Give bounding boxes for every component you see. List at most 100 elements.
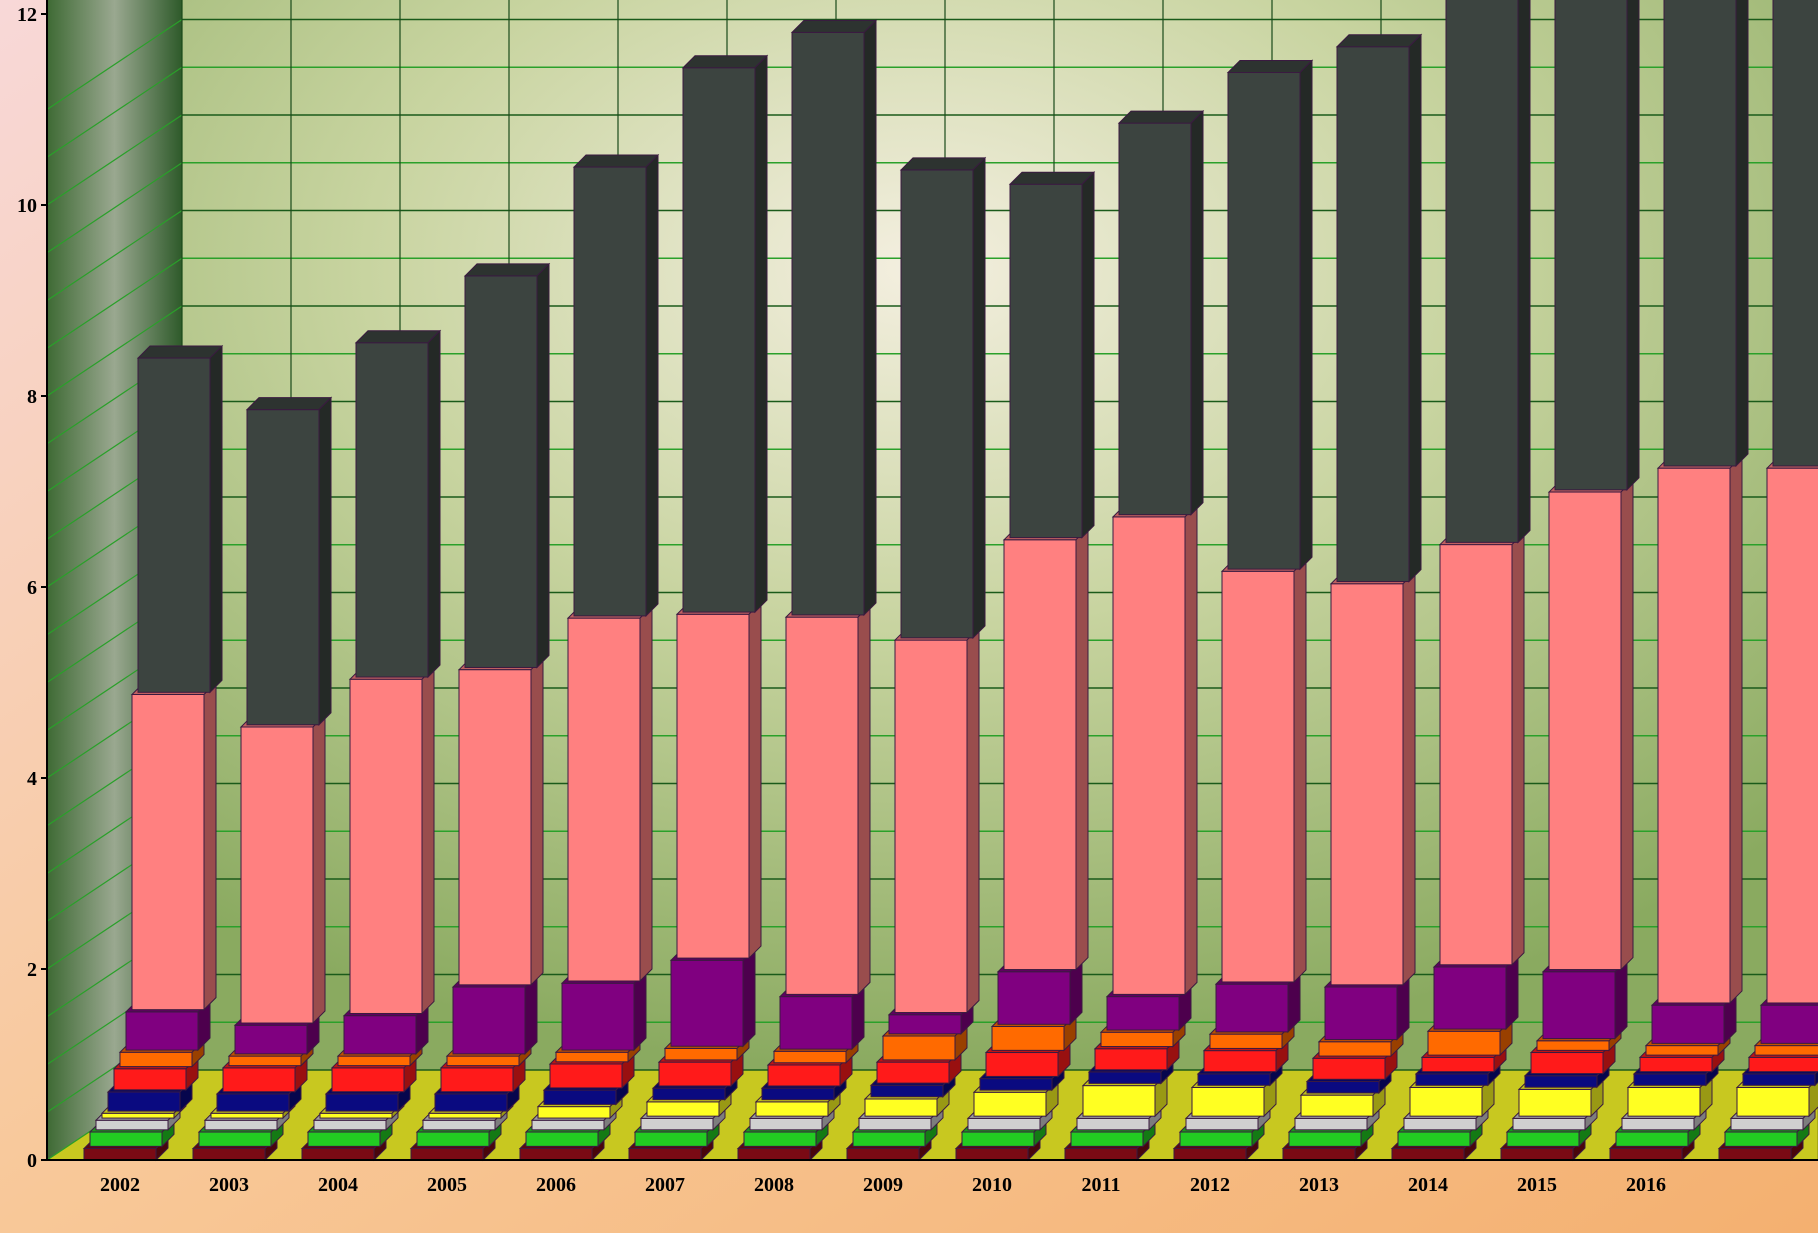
bar-front-2003 — [246, 409, 320, 726]
gridline-side — [46, 114, 183, 206]
axes: 0 2 4 6 8 10 12 2002 2003 2004 2005 2006 2007 2008 200… — [17, 0, 1818, 1196]
bar-front-2013 — [1336, 46, 1410, 583]
bar-top — [790, 19, 878, 33]
bar-front-2016 — [1742, 1073, 1816, 1086]
bar-front-2002 — [83, 1148, 157, 1161]
bar-side — [524, 973, 538, 1056]
bar-front-2009 — [900, 169, 974, 639]
bar-front-2008 — [749, 1117, 823, 1131]
bar-front-2016 — [1736, 1087, 1810, 1117]
bar-front-2009 — [858, 1117, 932, 1131]
bar-side — [1402, 570, 1416, 987]
bar-front-2011 — [1082, 1085, 1156, 1117]
bar-front-2014 — [1409, 1087, 1483, 1117]
bar-front-2010 — [955, 1148, 1029, 1161]
bar-front-2003 — [210, 1112, 284, 1119]
bar-front-2007 — [634, 1131, 708, 1147]
bar-top — [572, 154, 660, 168]
bar-front-2016 — [1615, 1131, 1689, 1147]
bar-front-2010 — [967, 1117, 1041, 1131]
bar-front-2003 — [216, 1093, 290, 1112]
gridline-side — [46, 66, 183, 158]
bar-front-2013 — [1288, 1131, 1362, 1147]
bar-top — [681, 55, 769, 69]
bar-front-2013 — [1306, 1080, 1380, 1094]
bar-front-2011 — [1064, 1148, 1138, 1161]
bar-front-2015 — [1530, 1052, 1604, 1075]
bar-side — [857, 603, 871, 996]
y-tick-label: 2 — [27, 959, 37, 981]
x-tick-label: 2010 — [972, 1174, 1012, 1196]
bar-front-2012 — [1173, 1148, 1247, 1161]
bar-side — [639, 604, 653, 983]
bar-front-2005 — [416, 1131, 490, 1147]
bar-front-2004 — [325, 1093, 399, 1112]
bar-front-2014 — [1427, 1030, 1501, 1056]
x-tick-label: 2014 — [1408, 1174, 1448, 1196]
bar-side — [633, 969, 647, 1052]
bar-front-2009 — [882, 1035, 956, 1061]
bar-side — [536, 262, 550, 669]
bar-side — [1517, 0, 1531, 544]
bar-front-2006 — [573, 166, 647, 617]
bar-front-2008 — [791, 31, 865, 616]
bar-front-2002 — [89, 1131, 163, 1147]
bar-front-2006 — [519, 1148, 593, 1161]
gridline-side — [46, 210, 183, 301]
bar-front-2008 — [755, 1101, 829, 1117]
bar-front-2016 — [1639, 1056, 1713, 1073]
bar-top — [1226, 60, 1314, 74]
x-tick-label: 2015 — [1517, 1174, 1557, 1196]
bar-front-2012 — [1227, 72, 1301, 570]
bar-side — [645, 153, 659, 618]
bar-front-2002 — [137, 357, 211, 693]
bar-front-2005 — [410, 1148, 484, 1161]
bar-front-2015 — [1518, 1088, 1592, 1117]
y-tick-label: 6 — [27, 577, 37, 599]
bar-front-2004 — [313, 1119, 387, 1131]
bar-front-2009 — [846, 1148, 920, 1161]
bar-front-2014 — [1391, 1148, 1465, 1161]
gridline-side — [46, 162, 183, 254]
bar-front-2006 — [555, 1051, 629, 1063]
bar-front-2010 — [991, 1025, 1065, 1051]
bar-front-2012 — [1209, 1033, 1283, 1049]
y-tick-label: 10 — [17, 195, 37, 217]
bar-front-2013 — [1330, 583, 1404, 986]
bar-front-2013 — [1282, 1148, 1356, 1161]
bar-side — [1293, 558, 1307, 984]
bar-front-2012 — [1221, 570, 1295, 983]
bar-front-2003 — [240, 726, 314, 1024]
bar-front-2016 — [1657, 467, 1731, 1004]
bar-front-2008 — [761, 1087, 835, 1101]
bar-front-2015 — [1506, 1131, 1580, 1147]
bar-front-2016 — [1633, 1073, 1707, 1086]
bar-front-2002 — [95, 1119, 169, 1131]
bar-side — [1505, 953, 1519, 1031]
bar-front-2004 — [301, 1148, 375, 1161]
bar-front-2003 — [228, 1055, 302, 1067]
bar-front-2016 — [1645, 1045, 1719, 1056]
bar-side — [203, 681, 217, 1011]
bar-side — [1511, 531, 1525, 966]
bar-front-2008 — [737, 1148, 811, 1161]
bar-front-2004 — [307, 1131, 381, 1147]
bar-front-2013 — [1312, 1057, 1386, 1080]
bar-side — [1620, 478, 1634, 971]
bar-front-2016 — [1724, 1131, 1798, 1147]
bar-front-2016 — [1651, 1004, 1725, 1044]
x-tick-label: 2012 — [1190, 1174, 1230, 1196]
bar-front-2011 — [1088, 1071, 1162, 1084]
bar-side — [1299, 59, 1313, 571]
bar-side — [1814, 1070, 1818, 1087]
back-wall — [182, 0, 1818, 1070]
bar-front-2007 — [664, 1047, 738, 1061]
bar-front-2005 — [422, 1119, 496, 1131]
bar-front-2003 — [234, 1024, 308, 1055]
bar-front-2010 — [973, 1091, 1047, 1117]
bar-front-2016 — [1760, 1004, 1818, 1044]
bar-front-2002 — [107, 1091, 181, 1112]
bar-side — [530, 656, 544, 987]
y-tick-label: 0 — [27, 1150, 37, 1172]
bar-front-2011 — [1070, 1131, 1144, 1147]
